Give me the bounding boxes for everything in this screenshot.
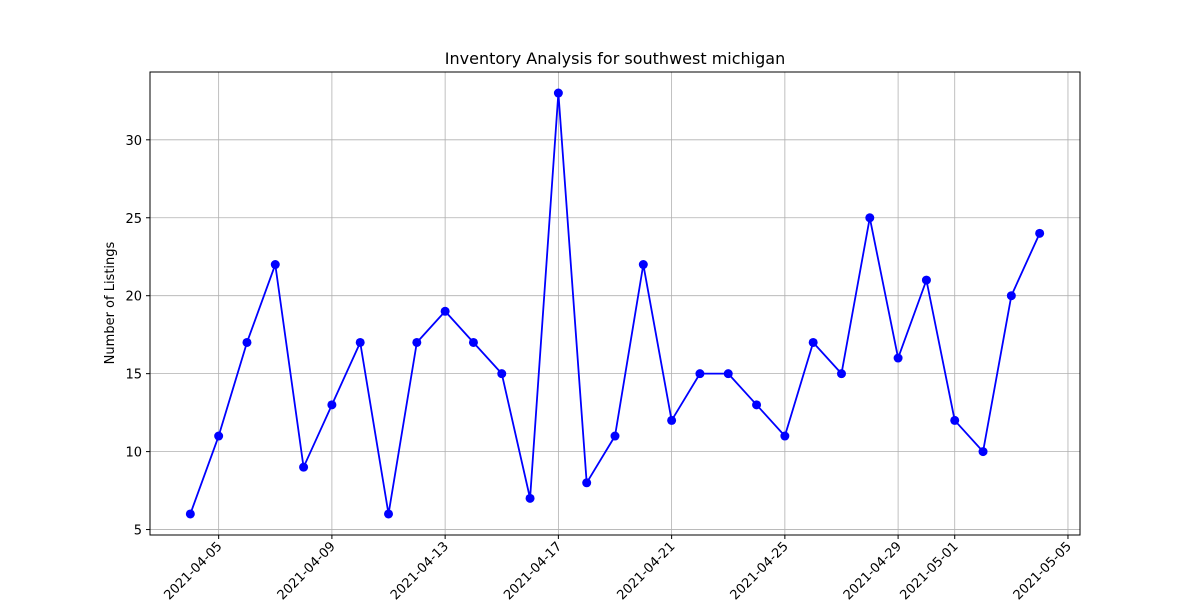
x-tick-label: 2021-05-05 [1011, 539, 1075, 600]
chart-title: Inventory Analysis for southwest michiga… [445, 49, 785, 68]
data-point [440, 306, 450, 316]
data-point [497, 369, 507, 379]
data-point [1006, 291, 1016, 301]
data-point [582, 478, 592, 488]
x-tick-label: 2021-04-05 [161, 539, 225, 600]
y-axis-label: Number of Listings [103, 241, 118, 364]
x-axis: 2021-04-05 2021-04-09 2021-04-13 2021-04-17… [161, 535, 1075, 600]
data-point [893, 353, 903, 363]
data-point [299, 462, 309, 472]
data-point [384, 509, 394, 519]
y-tick-label: 10 [125, 446, 142, 461]
x-tick-label: 2021-04-09 [275, 539, 339, 600]
data-point [950, 415, 960, 425]
data-point [525, 493, 535, 503]
data-point [468, 337, 478, 347]
data-point [270, 260, 280, 270]
x-tick-label: 2021-04-25 [728, 539, 792, 600]
x-tick-label: 2021-05-01 [898, 539, 962, 600]
x-tick-label: 2021-04-17 [501, 539, 565, 600]
data-point [1035, 228, 1045, 238]
x-tick-label: 2021-04-29 [841, 539, 905, 600]
data-point [667, 415, 677, 425]
y-tick-label: 30 [125, 134, 142, 149]
data-point [808, 337, 818, 347]
data-point [610, 431, 620, 441]
series-listings [185, 88, 1045, 519]
data-point [185, 509, 195, 519]
data-point [327, 400, 337, 410]
data-point [780, 431, 790, 441]
y-axis: 5 10 15 20 25 30 [125, 134, 150, 539]
y-tick-label: 20 [125, 290, 142, 305]
data-point [752, 400, 762, 410]
plot-area [149, 71, 1081, 536]
x-tick-label: 2021-04-13 [388, 539, 452, 600]
data-point [412, 337, 422, 347]
data-point [978, 447, 988, 457]
y-tick-label: 5 [134, 524, 142, 539]
x-tick-label: 2021-04-21 [614, 539, 678, 600]
data-point [723, 369, 733, 379]
data-point [638, 260, 648, 270]
data-point [695, 369, 705, 379]
y-tick-label: 25 [125, 212, 142, 227]
data-point [836, 369, 846, 379]
data-point [921, 275, 931, 285]
data-point [553, 88, 563, 98]
gridlines [150, 72, 1080, 535]
data-point [355, 337, 365, 347]
data-point [242, 337, 252, 347]
data-point [214, 431, 224, 441]
y-tick-label: 15 [125, 368, 142, 383]
series-line [189, 92, 1041, 515]
data-point [865, 213, 875, 223]
